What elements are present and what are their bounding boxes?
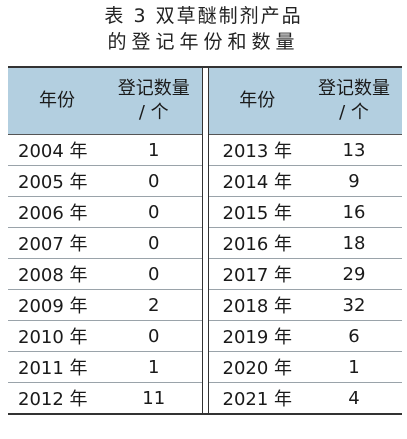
header-count-right-line1: 登记数量: [318, 78, 390, 99]
table-caption: 表 3 双草醚制剂产品 的登记年份和数量: [0, 0, 407, 58]
count-cell-left: 1: [106, 351, 202, 383]
header-year-right: 年份: [239, 90, 276, 111]
table-row: 2006 年 0 2015 年 16: [8, 196, 402, 228]
table-row: 2008 年 0 2017 年 29: [8, 258, 402, 290]
year-cell-right: 2020 年: [208, 351, 306, 383]
column-divider: [201, 320, 209, 352]
count-cell-left: 1: [106, 134, 202, 166]
table-row: 2007 年 0 2016 年 18: [8, 227, 402, 259]
year-cell-left: 2005 年: [8, 165, 106, 197]
column-divider: [201, 351, 209, 383]
year-cell-right: 2019 年: [208, 320, 306, 352]
year-cell-right: 2021 年: [208, 382, 306, 415]
count-cell-left: 0: [106, 196, 202, 228]
count-cell-left: 0: [106, 320, 202, 352]
count-cell-right: 13: [306, 134, 402, 166]
header-year-left: 年份: [39, 90, 75, 111]
caption-line-1: 表 3 双草醚制剂产品: [104, 5, 303, 27]
table-row: 2004 年 1 2013 年 13: [8, 134, 402, 166]
header-count-right-line2: / 个: [339, 102, 369, 123]
year-cell-left: 2012 年: [8, 382, 106, 415]
column-divider: [201, 227, 209, 259]
column-divider: [201, 258, 209, 290]
header-count-right: 登记数量 / 个: [306, 67, 402, 135]
registration-table: 年份 登记数量 / 个 年份 登记数量 / 个 2004 年 1 2013 年 13 2…: [8, 66, 402, 415]
count-cell-left: 0: [106, 258, 202, 290]
count-cell-left: 0: [106, 227, 202, 259]
year-cell-left: 2010 年: [8, 320, 106, 352]
year-cell-right: 2015 年: [208, 196, 306, 228]
count-cell-right: 29: [306, 258, 402, 290]
column-divider: [201, 196, 209, 228]
caption-line-2: 的登记年份和数量: [107, 31, 300, 53]
year-cell-right: 2017 年: [208, 258, 306, 290]
year-cell-right: 2013 年: [208, 134, 306, 166]
count-cell-left: 0: [106, 165, 202, 197]
year-cell-left: 2008 年: [8, 258, 106, 290]
header-count-left-line2: / 个: [138, 102, 169, 123]
table-row: 2009 年 2 2018 年 32: [8, 289, 402, 321]
year-cell-right: 2018 年: [208, 289, 306, 321]
header-count-left-line1: 登记数量: [117, 78, 190, 99]
year-cell-right: 2014 年: [208, 165, 306, 197]
year-cell-left: 2009 年: [8, 289, 106, 321]
column-divider: [201, 382, 209, 415]
year-cell-right: 2016 年: [208, 227, 306, 259]
column-divider: [201, 165, 209, 197]
count-cell-left: 11: [106, 382, 202, 415]
count-cell-right: 6: [306, 320, 402, 352]
year-cell-left: 2011 年: [8, 351, 106, 383]
year-cell-left: 2004 年: [8, 134, 106, 166]
count-cell-right: 1: [306, 351, 402, 383]
table-header-row: 年份 登记数量 / 个 年份 登记数量 / 个: [8, 67, 402, 135]
column-divider: [201, 67, 209, 135]
count-cell-right: 9: [306, 165, 402, 197]
header-count-left: 登记数量 / 个: [106, 67, 202, 135]
count-cell-right: 16: [306, 196, 402, 228]
count-cell-right: 4: [306, 382, 402, 415]
count-cell-left: 2: [106, 289, 202, 321]
year-cell-left: 2006 年: [8, 196, 106, 228]
column-divider: [201, 134, 209, 166]
count-cell-right: 32: [306, 289, 402, 321]
column-divider: [201, 289, 209, 321]
year-cell-left: 2007 年: [8, 227, 106, 259]
count-cell-right: 18: [306, 227, 402, 259]
